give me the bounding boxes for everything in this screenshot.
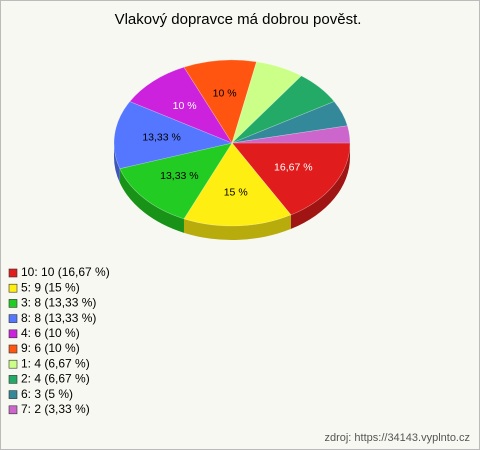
source: zdroj: https://34143.vyplnto.cz <box>324 432 470 444</box>
slice <box>231 75 335 144</box>
slice-side <box>119 168 184 233</box>
data-label: 10 % <box>173 100 197 112</box>
slice <box>231 101 348 144</box>
data-label: 13,33 % <box>160 170 199 182</box>
slice-side <box>114 143 120 183</box>
legend-swatch <box>8 329 18 339</box>
legend-label: 4: 6 (10 %) <box>21 326 80 340</box>
legend-label: 10: 10 (16,67 %) <box>21 265 110 279</box>
data-label: 13,33 % <box>142 132 181 144</box>
legend-swatch <box>8 344 18 354</box>
legend-swatch <box>8 268 18 278</box>
legend-label: 3: 8 (13,33 %) <box>21 296 96 310</box>
legend-label: 5: 9 (15 %) <box>21 280 80 294</box>
data-label: 16,67 % <box>274 162 313 174</box>
legend-label: 6: 3 (5 %) <box>21 387 73 401</box>
chart-title: Vlakový dopravce má dobrou pověst. <box>115 11 362 28</box>
slice <box>231 61 302 145</box>
legend-label: 7: 2 (3,33 %) <box>21 402 90 416</box>
legend-label: 1: 4 (6,67 %) <box>21 356 90 370</box>
legend-label: 8: 8 (13,33 %) <box>21 311 96 325</box>
slice <box>119 142 233 220</box>
slice-side <box>183 214 291 240</box>
legend-swatch <box>8 375 18 384</box>
legend-swatch <box>8 359 18 369</box>
legend-swatch <box>8 314 18 323</box>
slice <box>129 66 233 144</box>
data-label: 10 % <box>213 87 237 99</box>
data-label: 15 % <box>224 187 248 199</box>
legend-swatch <box>8 405 18 415</box>
legend-label: 9: 6 (10 %) <box>21 341 80 355</box>
slice <box>183 59 257 144</box>
slice <box>183 142 292 227</box>
slice <box>231 125 351 144</box>
legend-swatch <box>8 299 18 308</box>
legend-swatch <box>8 283 18 293</box>
slice <box>231 142 351 216</box>
legend-swatch <box>8 390 18 399</box>
slice <box>113 101 233 169</box>
slice-side <box>290 143 350 229</box>
legend-label: 2: 4 (6,67 %) <box>21 372 90 386</box>
